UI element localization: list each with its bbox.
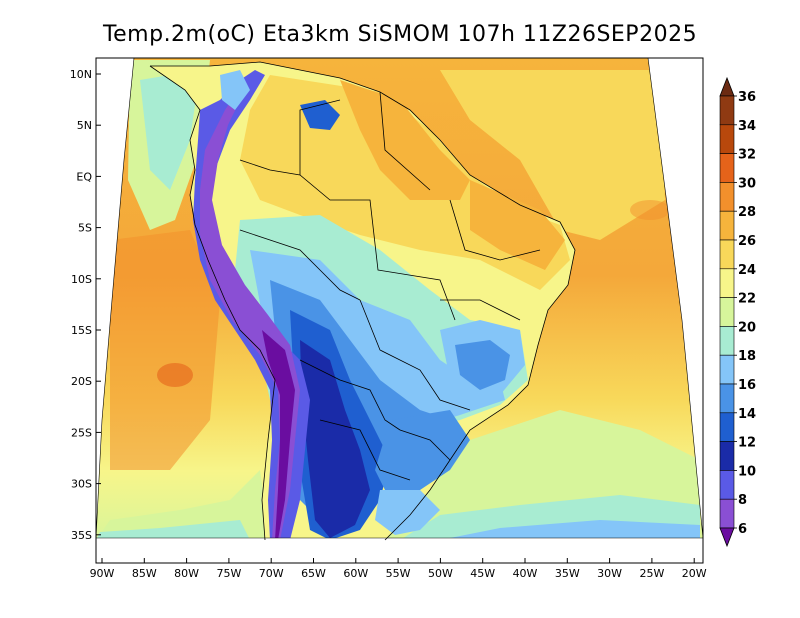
colorbar: 36 34 32 30 28 26 24 22 20 18 16 14 12 10 8 6 [719,76,756,548]
lon-label: 20W [682,567,707,580]
lon-label: 90W [90,567,115,580]
colorbar-segment [719,383,735,414]
colorbar-segment [719,498,735,529]
lat-label: 25S [71,426,92,439]
lon-label: 75W [216,567,241,580]
colorbar-arrow-top [719,76,735,97]
lon-label: 60W [343,567,368,580]
domain-outline [95,57,704,539]
colorbar-label: 12 [738,436,756,451]
country-borders [149,61,576,541]
colorbar-label: 10 [738,464,756,479]
lon-label: 30W [597,567,622,580]
colorbar-arrow-bottom [719,527,735,548]
lon-label: 50W [428,567,453,580]
lon-label: 40W [513,567,538,580]
lon-label: 55W [386,567,411,580]
lon-label: 70W [259,567,284,580]
lat-label: 10N [70,68,92,81]
colorbar-segment [719,153,735,183]
colorbar-label: 8 [738,493,747,508]
colorbar-label: 24 [738,263,756,278]
colorbar-label: 6 [738,522,747,537]
lon-axis: 90W 85W 80W 75W 70W 65W 60W 55W 50W 45W 40W 35W 30W 2… [90,558,707,580]
lat-label: 10S [71,273,92,286]
colorbar-label: 28 [738,205,756,220]
colorbar-label: 22 [738,292,756,307]
colorbar-label: 32 [738,148,756,163]
colorbar-segment [719,354,735,385]
map-title: Temp.2m(oC) Eta3km SiSMOM 107h 11Z26SEP2… [102,22,697,47]
lon-label: 80W [174,567,199,580]
colorbar-segment [719,268,735,298]
lat-label: EQ [76,170,92,183]
colorbar-segment [719,239,735,270]
lat-label: 5S [78,222,92,235]
colorbar-label: 26 [738,234,756,249]
colorbar-segment [719,95,735,126]
lon-label: 35W [555,567,580,580]
lat-label: 20S [71,375,92,388]
colorbar-segment [719,412,735,442]
lat-label: 35S [71,529,92,542]
colorbar-segment [719,441,735,471]
colorbar-label: 20 [738,320,756,335]
colorbar-segment [719,210,735,241]
lat-axis: 10N 5N EQ 5S 10S 15S 20S 25S 30S 35S [70,68,101,542]
plot-frame [95,57,704,564]
lon-label: 45W [470,567,495,580]
lat-label: 15S [71,324,92,337]
colorbar-segment [719,297,735,327]
lon-label: 25W [639,567,664,580]
colorbar-segment [719,182,735,212]
colorbar-label: 30 [738,176,756,191]
lon-label: 85W [132,567,157,580]
colorbar-segment [719,124,735,154]
lon-label: 65W [301,567,326,580]
colorbar-label: 14 [738,407,756,422]
colorbar-label: 18 [738,349,756,364]
temperature-field [96,58,703,538]
colorbar-label: 16 [738,378,756,393]
colorbar-segment [719,326,735,356]
lat-label: 30S [71,478,92,491]
colorbar-label: 34 [738,119,756,134]
lat-label: 5N [77,119,92,132]
colorbar-label: 36 [738,90,756,105]
colorbar-segment [719,470,735,500]
